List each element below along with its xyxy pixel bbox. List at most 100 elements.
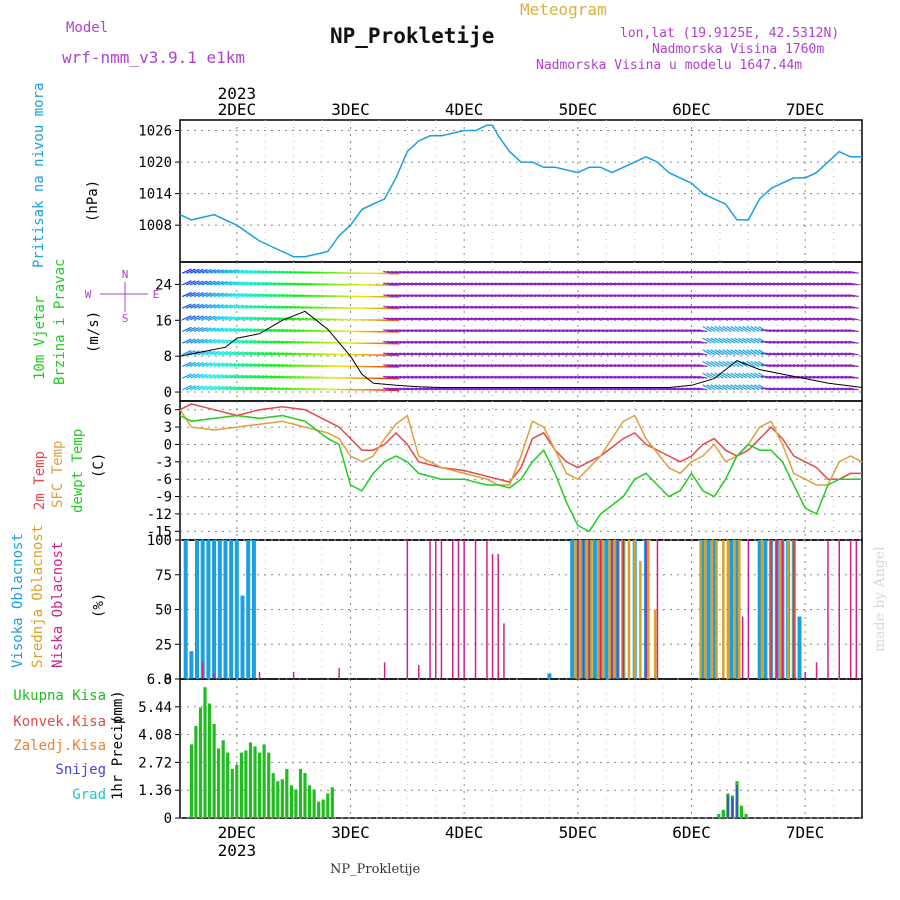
wind-barb (498, 305, 509, 309)
wind-barb (462, 352, 473, 356)
wind-barb (514, 294, 525, 298)
wind-barb (776, 270, 788, 274)
pressure-line (179, 124, 862, 258)
wind-barb (426, 282, 437, 286)
wind-barb (399, 329, 410, 333)
wind-barb (538, 294, 549, 298)
wind-barb (718, 349, 728, 356)
wind-barb (558, 352, 569, 356)
wind-barb (494, 294, 505, 298)
wind-barb (773, 317, 784, 321)
wind-barb (601, 305, 613, 309)
cloud-bar (212, 540, 217, 679)
wind-barb (792, 305, 803, 309)
cloud-bar (590, 540, 593, 679)
wind-barb (613, 305, 624, 309)
wind-barb (820, 340, 831, 344)
precip-bar (262, 744, 266, 818)
wind-barb (269, 387, 280, 391)
wind-barb (462, 270, 473, 274)
wind-barb (665, 329, 676, 333)
wind-barb (530, 387, 541, 391)
wind-barb (769, 305, 780, 309)
wind-barb (209, 374, 220, 379)
wind-barb (225, 304, 236, 309)
wind-barb (780, 317, 792, 321)
wind-barb (784, 270, 796, 274)
wind-barb (241, 339, 252, 344)
wind-barb (848, 352, 859, 356)
wind-barb (430, 294, 441, 298)
wind-barb (462, 340, 473, 344)
wind-barb (438, 387, 449, 391)
wind-barb (269, 363, 280, 368)
wind-barb (824, 305, 835, 309)
wind-barb (586, 387, 597, 391)
wind-barb (482, 270, 493, 274)
wind-barb (269, 270, 280, 274)
wind-barb (601, 340, 613, 344)
wind-barb (486, 317, 497, 321)
wind-barb (293, 282, 304, 286)
wind-barb (761, 305, 772, 309)
wind-barb (403, 340, 414, 344)
wind-barb (257, 305, 268, 309)
wind-barb (812, 352, 823, 356)
wind-barb (221, 385, 232, 391)
wind-barb (661, 305, 672, 309)
wind-barb (395, 329, 406, 333)
wind-barb (730, 337, 740, 344)
wind-barb (746, 337, 756, 344)
wind-barb (265, 317, 276, 321)
wind-barb (550, 329, 561, 333)
precip-legend-4: Grad (72, 787, 106, 803)
wind-barb (677, 352, 688, 356)
wind-barb (414, 317, 426, 321)
wind-barb (780, 329, 792, 333)
wind-barb (625, 270, 636, 274)
wind-barb (836, 270, 847, 274)
wind-barb (478, 387, 489, 391)
wind-barb (633, 340, 644, 344)
wind-barb (685, 270, 696, 274)
wind-barb (812, 340, 823, 344)
y-tick-label: 5.44 (138, 700, 172, 716)
wind-barb (657, 329, 668, 333)
wind-barb (450, 375, 461, 379)
wind-barb (710, 360, 720, 367)
wind-barb (649, 352, 660, 356)
wind-barb (653, 329, 664, 333)
wind-barb (406, 375, 418, 379)
y-tick-label: -15 (147, 524, 172, 540)
wind-barb (649, 375, 660, 379)
wind-barb (746, 372, 756, 379)
wind-barb (510, 364, 521, 368)
wind-barb (705, 317, 716, 321)
wind-barb (578, 282, 589, 286)
wind-barb (653, 352, 664, 356)
wind-barb (249, 340, 260, 344)
wind-barb (776, 364, 788, 368)
wind-barb (637, 352, 648, 356)
wind-barb (237, 339, 248, 344)
wind-barb (776, 375, 788, 379)
wind-barb (734, 384, 744, 391)
wind-barb (761, 317, 772, 321)
wind-barb (657, 387, 668, 391)
wind-barb (289, 294, 300, 298)
wind-barb (454, 270, 465, 274)
wind-barb (518, 294, 529, 298)
wind-barb (514, 317, 525, 321)
wind-barb (387, 352, 398, 356)
wind-barb (702, 337, 712, 344)
wind-barb (446, 352, 457, 356)
wind-barb (730, 372, 740, 379)
wind-barb (574, 317, 585, 321)
wind-barb (391, 387, 402, 391)
wind-barb (289, 317, 300, 321)
wind-barb (269, 352, 280, 356)
wind-barb (617, 282, 628, 286)
cloud-bar (757, 540, 762, 679)
wind-barb (730, 349, 740, 356)
wind-barb (685, 352, 696, 356)
